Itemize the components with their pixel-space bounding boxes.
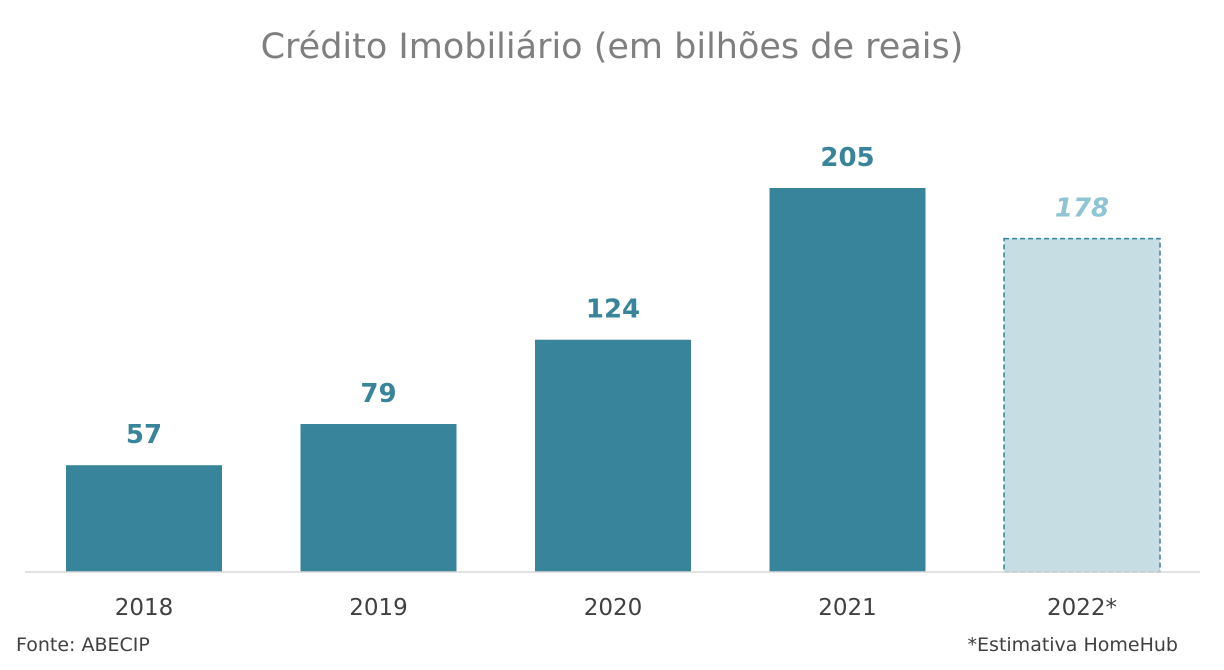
- value-label-2018: 57: [126, 420, 162, 450]
- bar-2018: [66, 465, 222, 572]
- source-note: Fonte: ABECIP: [16, 634, 150, 656]
- bar-2022: [1003, 237, 1161, 573]
- bar-2021: [769, 188, 926, 572]
- value-label-2019: 79: [360, 379, 396, 409]
- tick-label-2021: 2021: [818, 595, 877, 621]
- bar-2020: [535, 339, 691, 572]
- bars-layer: 57 79 124 205 178: [66, 143, 1161, 573]
- x-axis-ticks: 2018 2019 2020 2021 2022*: [115, 595, 1117, 621]
- value-label-2021: 205: [820, 143, 874, 173]
- value-label-2020: 124: [586, 295, 640, 325]
- estimate-note: *Estimativa HomeHub: [968, 634, 1178, 656]
- tick-label-2019: 2019: [349, 595, 408, 621]
- tick-label-2020: 2020: [584, 595, 643, 621]
- tick-label-2022: 2022*: [1047, 595, 1117, 621]
- value-label-2022: 178: [1055, 194, 1109, 224]
- tick-label-2018: 2018: [115, 595, 174, 621]
- chart-title: Crédito Imobiliário (em bilhões de reais…: [261, 27, 964, 67]
- bar-2019: [300, 424, 457, 572]
